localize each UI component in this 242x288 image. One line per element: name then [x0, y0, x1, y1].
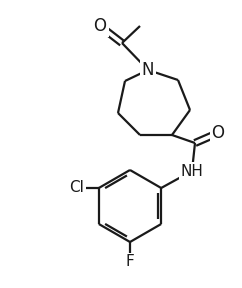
- Text: F: F: [126, 255, 134, 270]
- Text: Cl: Cl: [69, 181, 84, 196]
- Text: N: N: [142, 61, 154, 79]
- Text: O: O: [93, 17, 106, 35]
- Text: O: O: [212, 124, 225, 142]
- Text: NH: NH: [181, 164, 204, 179]
